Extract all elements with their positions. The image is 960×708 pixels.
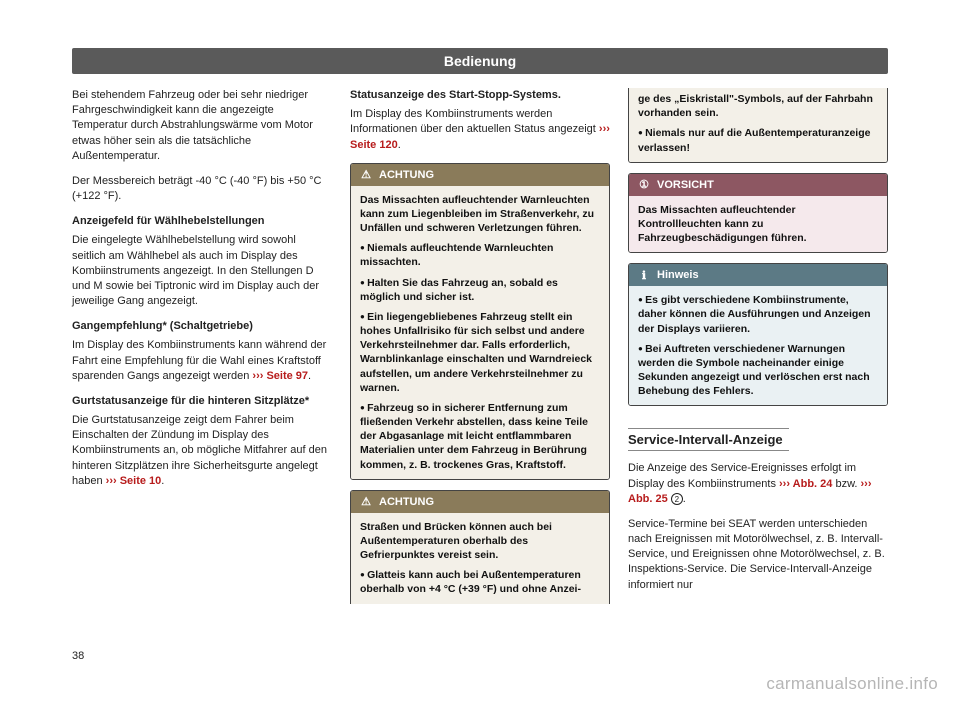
box-bullet: Niemals aufleuchtende Warnleuchten missa… [360,241,600,269]
page-ref: ››› Seite 10 [106,475,162,487]
box-bullet: Ein liegengebliebenes Fahrzeug stellt ei… [360,310,600,395]
section-heading: Service-Intervall-Anzeige [628,428,789,451]
box-bullet: Halten Sie das Fahrzeug an, sobald es mö… [360,276,600,304]
column-3: ge des „Eiskristall"-Symbols, auf der Fa… [628,88,888,614]
para: Der Messbereich beträgt -40 °C (-40 °F) … [72,174,332,204]
content-columns: Bei stehendem Fahrzeug oder bei sehr nie… [72,88,888,614]
page-header-title: Bedienung [444,53,516,69]
manual-page: Bedienung Bei stehendem Fahrzeug oder be… [72,48,888,660]
box-header: ℹ Hinweis [629,264,887,286]
subheading: Anzeigefeld für Wählhebelstellungen [72,214,332,229]
page-header: Bedienung [72,48,888,74]
box-bullet: Fahrzeug so in sicherer Entfernung zum f… [360,401,600,472]
box-body: Das Missachten aufleuchtender Warnleucht… [351,186,609,479]
box-label: ACHTUNG [379,169,434,181]
section-heading-wrap: Service-Intervall-Anzeige [628,416,888,461]
para: Im Display des Kombiinstruments kann wäh… [72,338,332,384]
subheading: Gangempfehlung* (Schaltgetriebe) [72,319,332,334]
box-label: VORSICHT [657,179,714,191]
fig-ref: ››› Abb. 24 [779,478,832,490]
box-header: ⚠ ACHTUNG [351,164,609,186]
column-1: Bei stehendem Fahrzeug oder bei sehr nie… [72,88,332,614]
warning-box-achtung: ⚠ ACHTUNG Das Missachten aufleuchtender … [350,163,610,480]
watermark: carmanualsonline.info [766,674,938,694]
box-text: Das Missachten aufleuchtender Kontrollle… [638,203,878,246]
column-2: Statusanzeige des Start-Stopp-Systems. I… [350,88,610,614]
box-body: Es gibt verschiedene Kombiinstrumente, d… [629,286,887,405]
warning-box-achtung: ⚠ ACHTUNG Straßen und Brücken können auc… [350,490,610,604]
warning-icon: ⚠ [359,168,373,182]
para: Die Gurtstatusanzeige zeigt dem Fahrer b… [72,413,332,489]
note-box-hinweis: ℹ Hinweis Es gibt verschiedene Kombiinst… [628,263,888,406]
box-bullet: Glatteis kann auch bei Außentemperaturen… [360,568,600,596]
info-icon: ℹ [637,268,651,282]
warning-icon: ⚠ [359,495,373,509]
para: Die Anzeige des Service-Ereignisses erfo… [628,461,888,507]
subheading: Statusanzeige des Start-Stopp-Systems. [350,88,610,103]
box-body: ge des „Eiskristall"-Symbols, auf der Fa… [629,88,887,162]
para: Im Display des Kombiinstruments werden I… [350,107,610,153]
text: . [683,493,686,505]
box-bullet: Bei Auftreten verschiedener Warnungen we… [638,342,878,399]
box-label: Hinweis [657,269,699,281]
text: . [308,370,311,382]
text: Im Display des Kombiinstruments werden I… [350,108,599,135]
callout-number: 2 [671,493,683,505]
box-body: Das Missachten aufleuchtender Kontrollle… [629,196,887,253]
box-bullet: Niemals nur auf die Außentemperaturanzei… [638,126,878,154]
box-label: ACHTUNG [379,496,434,508]
page-ref: ››› Seite 97 [252,370,308,382]
text: bzw. [832,478,860,490]
box-body: Straßen und Brücken können auch bei Auße… [351,513,609,604]
box-header: ① VORSICHT [629,174,887,196]
box-text: Straßen und Brücken können auch bei Auße… [360,520,600,563]
text: . [398,139,401,151]
box-header: ⚠ ACHTUNG [351,491,609,513]
subheading: Gurtstatusanzeige für die hinteren Sitzp… [72,394,332,409]
caution-box-vorsicht: ① VORSICHT Das Missachten aufleuchtender… [628,173,888,254]
box-bullet: Es gibt verschiedene Kombiinstrumente, d… [638,293,878,336]
warning-box-achtung-continued: ge des „Eiskristall"-Symbols, auf der Fa… [628,88,888,163]
para: Die eingelegte Wählhebelstellung wird so… [72,233,332,309]
box-text: ge des „Eiskristall"-Symbols, auf der Fa… [638,92,878,120]
para: Bei stehendem Fahrzeug oder bei sehr nie… [72,88,332,164]
box-text: Das Missachten aufleuchtender Warnleucht… [360,193,600,236]
text: . [161,475,164,487]
para: Service-Termine bei SEAT werden untersch… [628,517,888,593]
page-number: 38 [72,650,84,662]
caution-icon: ① [637,178,651,192]
